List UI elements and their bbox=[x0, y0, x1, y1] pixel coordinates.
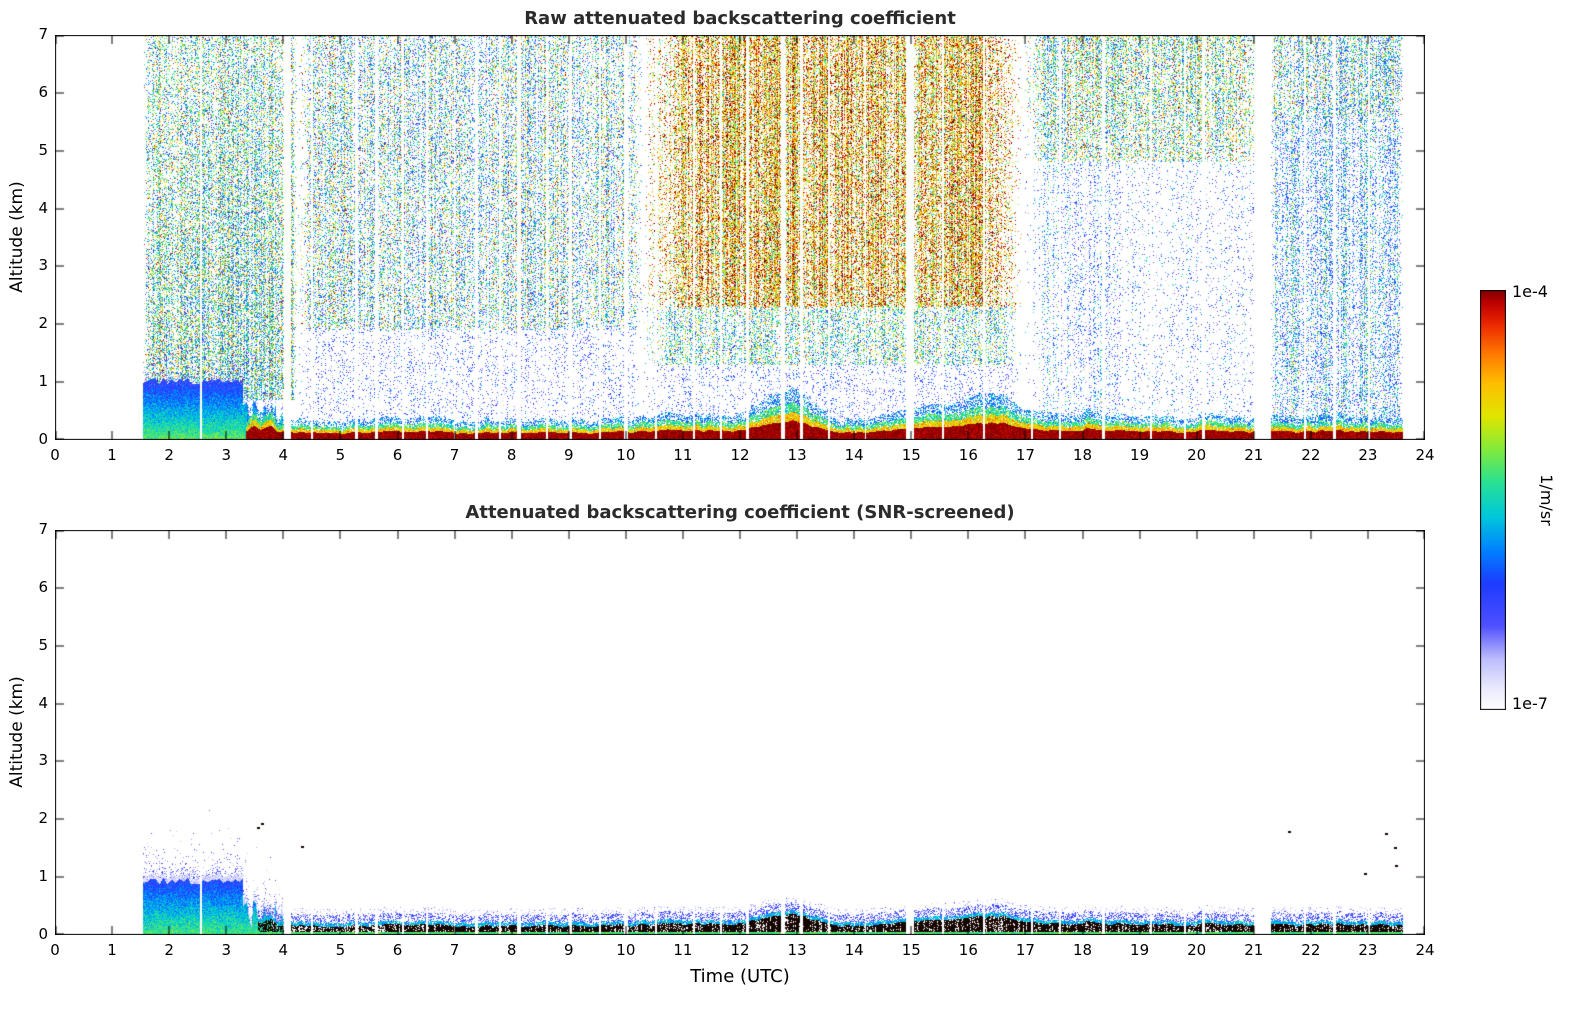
y-tick-label: 5 bbox=[38, 140, 48, 159]
x-tick-label: 21 bbox=[1244, 941, 1264, 959]
x-tick-label: 14 bbox=[844, 941, 864, 959]
x-tick-label: 7 bbox=[449, 446, 460, 464]
y-tick-label: 2 bbox=[38, 809, 48, 828]
top-panel-title: Raw attenuated backscattering coefficien… bbox=[524, 8, 956, 29]
x-tick-label: 23 bbox=[1358, 941, 1378, 959]
y-tick-label: 1 bbox=[38, 867, 48, 886]
x-tick-label: 4 bbox=[278, 446, 289, 464]
y-tick-label: 7 bbox=[38, 520, 48, 538]
x-tick-label: 16 bbox=[958, 941, 978, 959]
x-tick-label: 14 bbox=[844, 446, 864, 464]
x-tick-label: 10 bbox=[616, 941, 636, 959]
x-tick-label: 20 bbox=[1187, 446, 1207, 464]
x-axis-label: Time (UTC) bbox=[690, 966, 790, 987]
x-tick-label: 6 bbox=[392, 446, 403, 464]
x-tick-label: 13 bbox=[787, 446, 807, 464]
x-tick-label: 18 bbox=[1072, 941, 1093, 959]
colorbar-units-label: 1/m/sr bbox=[1537, 474, 1556, 526]
x-tick-label: 6 bbox=[392, 941, 403, 959]
x-tick-label: 3 bbox=[221, 446, 232, 464]
y-tick-label: 3 bbox=[38, 256, 48, 275]
y-tick-label: 1 bbox=[38, 372, 48, 391]
x-tick-label: 18 bbox=[1072, 446, 1093, 464]
x-tick-label: 7 bbox=[449, 941, 460, 959]
x-tick-label: 22 bbox=[1301, 941, 1321, 959]
x-tick-label: 13 bbox=[787, 941, 807, 959]
raw-backscatter-heatmap bbox=[55, 35, 1425, 440]
x-tick-label: 0 bbox=[50, 446, 60, 464]
x-tick-label: 0 bbox=[50, 941, 60, 959]
x-tick-label: 19 bbox=[1130, 941, 1150, 959]
y-tick-label: 6 bbox=[38, 82, 48, 101]
y-tick-label: 5 bbox=[38, 635, 48, 654]
x-tick-label: 15 bbox=[901, 446, 921, 464]
y-tick-label: 0 bbox=[38, 925, 48, 943]
y-tick-label: 0 bbox=[38, 430, 48, 448]
x-tick-label: 16 bbox=[958, 446, 978, 464]
bottom-panel-title: Attenuated backscattering coefficient (S… bbox=[465, 502, 1015, 523]
x-tick-label: 12 bbox=[730, 941, 750, 959]
x-tick-label: 8 bbox=[506, 446, 517, 464]
x-tick-label: 10 bbox=[616, 446, 636, 464]
x-tick-label: 9 bbox=[563, 446, 574, 464]
colorbar-max-label: 1e-4 bbox=[1512, 282, 1548, 301]
x-tick-label: 19 bbox=[1130, 446, 1150, 464]
y-tick-label: 3 bbox=[38, 751, 48, 770]
x-tick-label: 15 bbox=[901, 941, 921, 959]
x-tick-label: 17 bbox=[1015, 446, 1035, 464]
screened-backscatter-heatmap bbox=[55, 530, 1425, 935]
x-tick-label: 4 bbox=[278, 941, 289, 959]
x-tick-label: 17 bbox=[1015, 941, 1035, 959]
x-tick-label: 5 bbox=[335, 941, 346, 959]
x-tick-label: 23 bbox=[1358, 446, 1378, 464]
x-tick-label: 20 bbox=[1187, 941, 1207, 959]
x-tick-label: 1 bbox=[107, 446, 117, 464]
x-tick-label: 3 bbox=[221, 941, 232, 959]
y-tick-label: 4 bbox=[38, 198, 48, 217]
x-tick-label: 21 bbox=[1244, 446, 1264, 464]
y-tick-label: 6 bbox=[38, 577, 48, 596]
x-tick-label: 22 bbox=[1301, 446, 1321, 464]
x-tick-label: 12 bbox=[730, 446, 750, 464]
x-tick-label: 8 bbox=[506, 941, 517, 959]
x-tick-label: 1 bbox=[107, 941, 117, 959]
x-tick-label: 2 bbox=[164, 941, 174, 959]
x-tick-label: 11 bbox=[673, 446, 693, 464]
x-tick-label: 11 bbox=[673, 941, 693, 959]
y-tick-label: 4 bbox=[38, 693, 48, 712]
x-tick-label: 24 bbox=[1415, 941, 1435, 959]
x-tick-label: 9 bbox=[563, 941, 574, 959]
y-tick-label: 7 bbox=[38, 25, 48, 43]
colorbar-min-label: 1e-7 bbox=[1512, 694, 1548, 713]
y-tick-label: 2 bbox=[38, 314, 48, 333]
x-tick-label: 2 bbox=[164, 446, 174, 464]
colorbar bbox=[1480, 290, 1506, 710]
x-tick-label: 5 bbox=[335, 446, 346, 464]
x-tick-label: 24 bbox=[1415, 446, 1435, 464]
